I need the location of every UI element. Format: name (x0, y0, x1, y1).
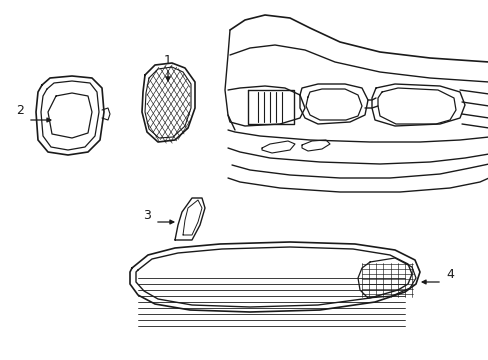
Text: 4: 4 (445, 269, 453, 282)
Text: 3: 3 (143, 208, 151, 221)
Text: 1: 1 (164, 54, 172, 67)
Text: 2: 2 (16, 104, 24, 117)
